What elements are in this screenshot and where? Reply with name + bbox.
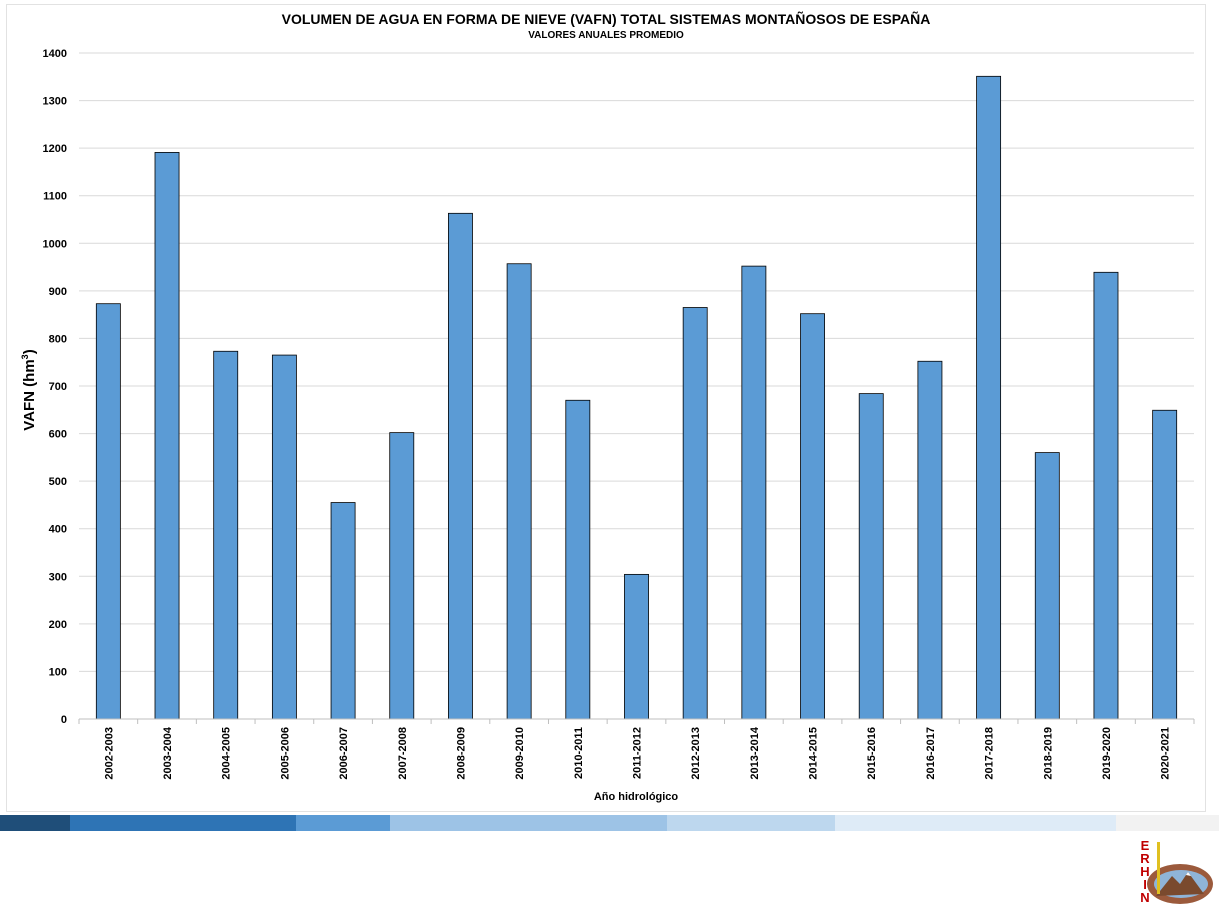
color-band (0, 815, 1219, 831)
bar-2017-2018 (976, 75, 1002, 720)
x-tick-label: 2017-2018 (984, 727, 996, 780)
chart-subtitle: VALORES ANUALES PROMEDIO (528, 30, 684, 41)
logo-snow (1186, 872, 1191, 876)
y-tick-label: 600 (49, 429, 67, 441)
bar-2018-2019 (1034, 452, 1060, 720)
bar-2015-2016 (858, 393, 884, 720)
x-tick-label: 2011-2012 (632, 727, 644, 779)
bar-2004-2005 (213, 350, 239, 720)
x-tick-label: 2003-2004 (162, 726, 174, 779)
band-segment (835, 815, 1116, 831)
bar-2012-2013 (682, 307, 708, 720)
x-tick-label: 2005-2006 (279, 727, 291, 780)
band-segment (390, 815, 667, 831)
band-segment (667, 815, 835, 831)
x-tick-label: 2010-2011 (573, 727, 585, 779)
chart-frame: VOLUMEN DE AGUA EN FORMA DE NIEVE (VAFN)… (6, 4, 1206, 812)
y-tick-label: 1000 (43, 238, 67, 250)
logo-stripe (1157, 842, 1160, 894)
bar-2007-2008 (389, 432, 415, 720)
y-axis-label-superscript: 3 (20, 354, 30, 359)
y-tick-label: 400 (49, 524, 67, 536)
bar-2008-2009 (448, 212, 473, 720)
y-axis-ticks: 0 100 200 300 400 500 600 700 800 900 1000 1100 1200… (43, 48, 67, 726)
x-axis-ticks: 2002-2003 2003-2004 2004-2005 2005-2006 2006… (78, 719, 1195, 780)
y-tick-label: 1300 (43, 96, 67, 108)
bar-2005-2006 (271, 354, 297, 720)
logo-mountain (1156, 872, 1204, 896)
gridlines (79, 52, 1194, 672)
logo-letter: N (1140, 890, 1149, 905)
x-tick-label: 2012-2013 (690, 727, 702, 780)
chart-title: VOLUMEN DE AGUA EN FORMA DE NIEVE (VAFN)… (282, 10, 931, 27)
bar-2003-2004 (154, 152, 180, 720)
bar-2016-2017 (917, 360, 943, 720)
y-axis-label-text: VAFN (hm (21, 359, 38, 430)
y-tick-label: 1400 (43, 48, 67, 60)
x-tick-label: 2002-2003 (103, 727, 115, 780)
bar-chart: VOLUMEN DE AGUA EN FORMA DE NIEVE (VAFN)… (20, 10, 1195, 803)
bar-2006-2007 (330, 502, 356, 720)
y-tick-label: 500 (49, 476, 67, 488)
x-tick-label: 2019-2020 (1101, 727, 1113, 780)
band-segment (296, 815, 390, 831)
bar-2013-2014 (741, 265, 767, 720)
x-tick-label: 2013-2014 (749, 726, 761, 779)
y-tick-label: 900 (49, 286, 67, 298)
band-segment (0, 815, 70, 831)
logo-letter: I (1143, 877, 1147, 892)
x-tick-label: 2008-2009 (455, 727, 467, 780)
bar-2010-2011 (565, 399, 591, 720)
y-tick-label: 700 (49, 381, 67, 393)
x-tick-label: 2004-2005 (221, 727, 233, 780)
y-tick-label: 1100 (43, 191, 67, 203)
x-tick-label: 2018-2019 (1042, 727, 1054, 780)
bar-2002-2003 (95, 303, 121, 720)
x-tick-label: 2009-2010 (514, 727, 526, 780)
y-axis-label: VAFN (hm3) (20, 349, 38, 430)
logo-letter: E (1141, 838, 1150, 853)
x-tick-label: 2006-2007 (338, 727, 350, 780)
y-tick-label: 100 (49, 666, 67, 678)
y-tick-label: 1200 (43, 143, 67, 155)
bar-2014-2015 (800, 313, 825, 720)
x-tick-label: 2014-2015 (808, 727, 820, 780)
y-tick-label: 200 (49, 619, 67, 631)
x-axis-label: Año hidrológico (594, 791, 679, 803)
bar-2019-2020 (1093, 271, 1119, 720)
band-segment (70, 815, 296, 831)
bar-2020-2021 (1152, 409, 1178, 720)
x-tick-label: 2016-2017 (925, 727, 937, 780)
x-tick-label: 2015-2016 (866, 727, 878, 780)
bar-2011-2012 (624, 573, 649, 720)
y-tick-label: 0 (61, 714, 67, 726)
logo-letter: R (1140, 851, 1150, 866)
y-tick-label: 300 (49, 571, 67, 583)
x-tick-label: 2007-2008 (397, 727, 409, 780)
y-axis-label-close: ) (21, 349, 38, 354)
y-tick-label: 800 (49, 333, 67, 345)
bar-2009-2010 (506, 263, 532, 720)
bars (95, 75, 1178, 720)
x-tick-label: 2020-2021 (1160, 727, 1172, 780)
band-segment (1116, 815, 1219, 831)
logo-letter: H (1140, 864, 1149, 879)
